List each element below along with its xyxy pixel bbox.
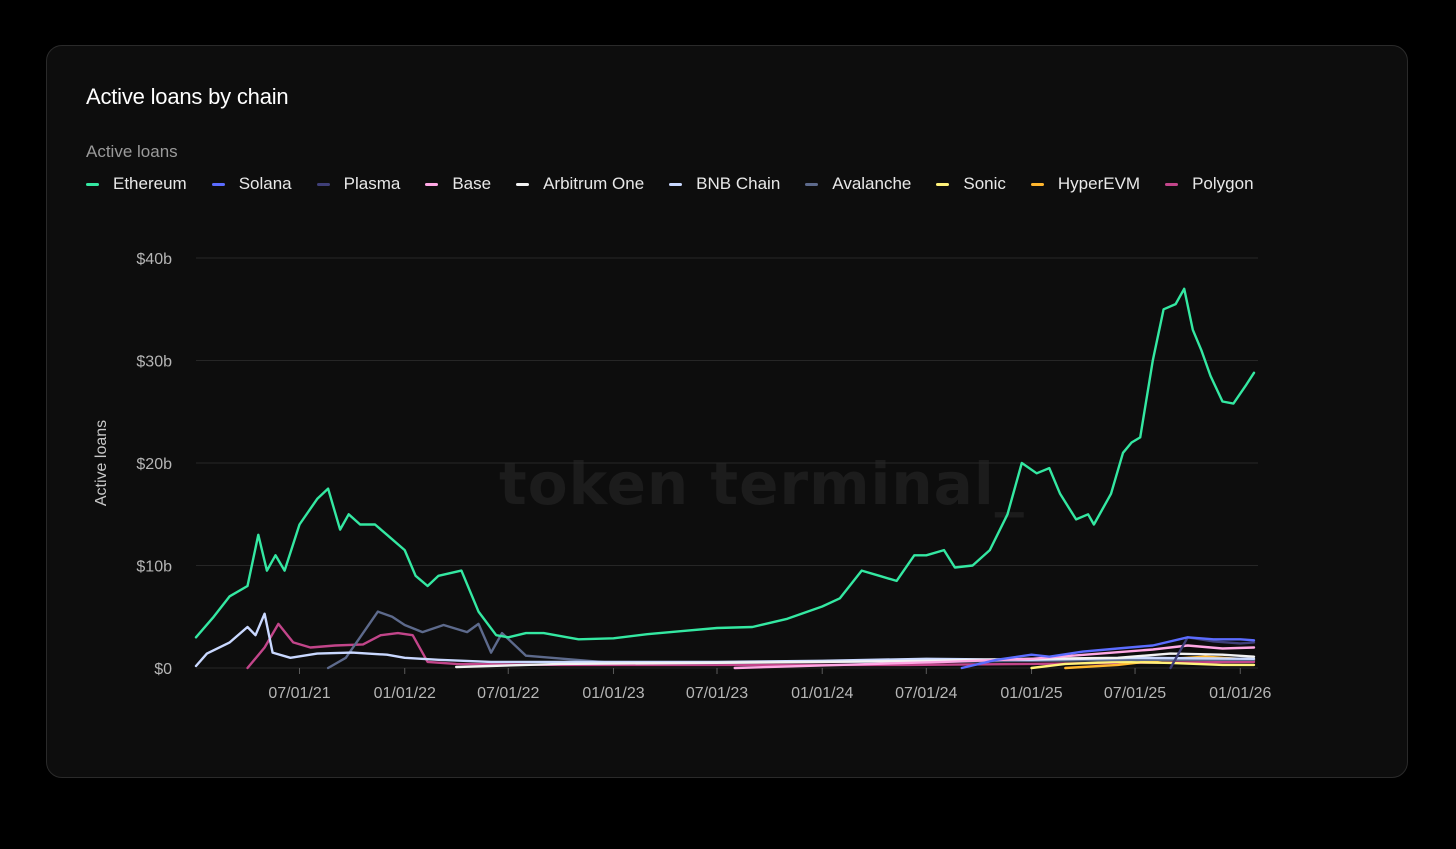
legend-label: Polygon [1192, 174, 1254, 193]
y-tick-label: $40b [136, 251, 172, 268]
legend-swatch [316, 182, 330, 186]
series-line-plasma [1169, 636, 1256, 670]
legend-swatch [516, 182, 530, 186]
series-line-polygon [246, 622, 1256, 670]
x-tick-label: 07/01/21 [268, 685, 330, 702]
x-tick-label: 07/01/25 [1104, 685, 1166, 702]
legend-swatch [425, 182, 439, 186]
legend-label: Base [452, 174, 492, 193]
line-chart: $0 $10b $20b $30b $40b 07/01/21 01/01/22 07/01/… [93, 251, 1272, 702]
x-tick-label: 07/01/22 [477, 685, 539, 702]
legend-item-avalanche[interactable]: Avalanche [805, 174, 911, 194]
y-tick-label: $10b [136, 559, 172, 576]
series-line-sonic [1030, 660, 1256, 670]
x-tick-label: 07/01/24 [895, 685, 957, 702]
legend-swatch [86, 182, 99, 186]
chart-title: Active loans by chain [86, 84, 289, 109]
watermark: token terminal_ [499, 450, 1025, 518]
legend-label: Arbitrum One [543, 174, 645, 193]
legend-swatch [1165, 182, 1179, 186]
legend-label: Sonic [963, 174, 1006, 193]
legend-item-sonic[interactable]: Sonic [936, 174, 1006, 194]
x-tick-label: 01/01/23 [582, 685, 644, 702]
legend-swatch [669, 182, 683, 186]
legend-label: Avalanche [832, 174, 912, 193]
legend-item-arbitrum-one[interactable]: Arbitrum One [516, 174, 644, 194]
x-tick-label: 01/01/24 [791, 685, 853, 702]
legend-label: HyperEVM [1057, 174, 1141, 193]
series-line-base [733, 644, 1256, 670]
y-axis-title: Active loans [93, 420, 110, 506]
legend-item-polygon[interactable]: Polygon [1165, 174, 1254, 194]
legend-label: Solana [238, 174, 292, 193]
legend-label: BNB Chain [696, 174, 781, 193]
legend-label: Plasma [343, 174, 401, 193]
legend-swatch [211, 182, 225, 186]
y-tick-label: $30b [136, 354, 172, 371]
legend: Ethereum Solana Plasma Base Arbitrum One BNB … [86, 174, 1279, 194]
legend-swatch [936, 182, 950, 186]
x-tick-label: 01/01/25 [1000, 685, 1062, 702]
chart-card: Active loans by chain Active loans Ether… [46, 45, 1408, 778]
series-line-solana [960, 636, 1256, 670]
legend-item-hyperevm[interactable]: HyperEVM [1030, 174, 1141, 194]
legend-label: Ethereum [113, 174, 187, 193]
legend-item-base[interactable]: Base [425, 174, 491, 194]
x-tick-label: 07/01/23 [686, 685, 748, 702]
x-tick-label: 01/01/22 [374, 685, 436, 702]
series-line-bnb-chain [194, 612, 1256, 668]
y-tick-label: $0 [154, 661, 172, 678]
x-tick-label: 01/01/26 [1209, 685, 1271, 702]
legend-item-plasma[interactable]: Plasma [316, 174, 401, 194]
legend-item-bnb-chain[interactable]: BNB Chain [669, 174, 780, 194]
legend-item-solana[interactable]: Solana [211, 174, 292, 194]
series-line-avalanche [326, 610, 1256, 670]
legend-item-ethereum[interactable]: Ethereum [86, 174, 187, 194]
legend-swatch [805, 182, 819, 186]
series-line-ethereum [194, 287, 1256, 641]
legend-title: Active loans [86, 142, 178, 161]
legend-swatch [1030, 182, 1044, 186]
y-tick-label: $20b [136, 456, 172, 473]
